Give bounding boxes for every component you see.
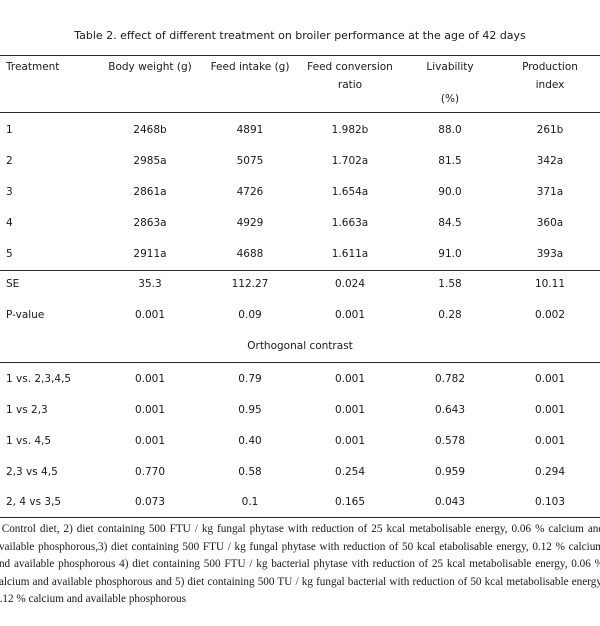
row-production: 0.002 [534,309,566,321]
row-production: 393a [536,248,564,260]
bottom-rule [0,517,600,518]
row-production: 342a [536,155,564,167]
row-feed-intake: 0.58 [238,466,262,478]
contrast-rule [0,362,600,363]
rows-rule [0,270,600,271]
row-livability: 91.0 [438,248,462,260]
row-production: 0.294 [534,466,566,478]
row-feed-intake: 4688 [236,248,264,260]
row-fcr: 1.982b [331,124,369,136]
orthogonal-contrast-label: Orthogonal contrast [247,340,353,352]
row-livability: 0.959 [434,466,466,478]
row-fcr: 1.654a [331,186,369,198]
row-production: 10.11 [534,278,566,290]
row-livability: 0.043 [434,496,466,508]
contrast-label: 1 vs. 2,3,4,5 [6,373,72,385]
row-feed-intake: 0.95 [238,404,262,416]
contrast-label: 1 vs. 4,5 [6,435,52,447]
row-feed-intake: 0.40 [238,435,262,447]
row-production: 371a [536,186,564,198]
row-livability: 88.0 [438,124,462,136]
header-fcr-line1: Feed conversion [307,61,393,73]
header-livability-line1: Livability [426,61,474,73]
row-livability: 0.643 [434,404,466,416]
row-feed-intake: 4891 [236,124,264,136]
contrast-label: 2,3 vs 4,5 [6,466,58,478]
row-feed-intake: 4929 [236,217,264,229]
row-feed-intake: 0.1 [241,496,259,508]
row-body-weight: 0.770 [134,466,166,478]
row-body-weight: 35.3 [138,278,162,290]
row-fcr: 0.001 [334,404,366,416]
contrast-label: 2, 4 vs 3,5 [6,496,62,508]
header-rule [0,112,600,113]
row-treatment: 4 [6,217,13,229]
row-feed-intake: 112.27 [231,278,269,290]
header-fcr-line2: ratio [337,79,363,91]
top-rule [0,55,600,56]
row-body-weight: 0.001 [134,404,166,416]
row-livability: 90.0 [438,186,462,198]
row-treatment: 5 [6,248,13,260]
row-body-weight: 0.001 [134,309,166,321]
row-treatment: SE [6,278,20,290]
row-livability: 0.578 [434,435,466,447]
row-body-weight: 2985a [133,155,167,167]
header-livability-line2: (%) [440,93,460,105]
row-production: 360a [536,217,564,229]
row-body-weight: 2911a [133,248,167,260]
row-feed-intake: 0.09 [238,309,262,321]
row-fcr: 0.001 [334,309,366,321]
row-livability: 84.5 [438,217,462,229]
row-livability: 1.58 [438,278,462,290]
row-fcr: 0.254 [334,466,366,478]
row-feed-intake: 5075 [236,155,264,167]
row-body-weight: 2468b [133,124,167,136]
header-production-line2: index [535,79,565,91]
header-production-line1: Production [522,61,578,73]
table-footnote: ) Control diet, 2) diet containing 500 F… [0,523,600,605]
row-livability: 81.5 [438,155,462,167]
header-treatment: Treatment [6,61,60,73]
row-production: 0.001 [534,435,566,447]
row-body-weight: 0.073 [134,496,166,508]
row-feed-intake: 4726 [236,186,264,198]
contrast-label: 1 vs 2,3 [6,404,48,416]
header-feed-intake: Feed intake (g) [210,61,290,73]
row-production: 0.001 [534,373,566,385]
row-body-weight: 0.001 [134,435,166,447]
row-production: 261b [536,124,564,136]
row-fcr: 1.611a [331,248,369,260]
row-fcr: 0.024 [334,278,366,290]
table-caption: Table 2. effect of different treatment o… [74,29,526,42]
row-fcr: 1.663a [331,217,369,229]
row-treatment: P-value [6,309,45,321]
row-body-weight: 2861a [133,186,167,198]
row-treatment: 3 [6,186,13,198]
row-fcr: 1.702a [331,155,369,167]
row-production: 0.103 [534,496,566,508]
row-feed-intake: 0.79 [238,373,262,385]
row-livability: 0.28 [438,309,462,321]
row-body-weight: 2863a [133,217,167,229]
row-treatment: 1 [6,124,13,136]
row-fcr: 0.001 [334,373,366,385]
row-body-weight: 0.001 [134,373,166,385]
row-fcr: 0.001 [334,435,366,447]
row-livability: 0.782 [434,373,466,385]
row-treatment: 2 [6,155,13,167]
row-production: 0.001 [534,404,566,416]
row-fcr: 0.165 [334,496,366,508]
header-body-weight: Body weight (g) [108,61,192,73]
